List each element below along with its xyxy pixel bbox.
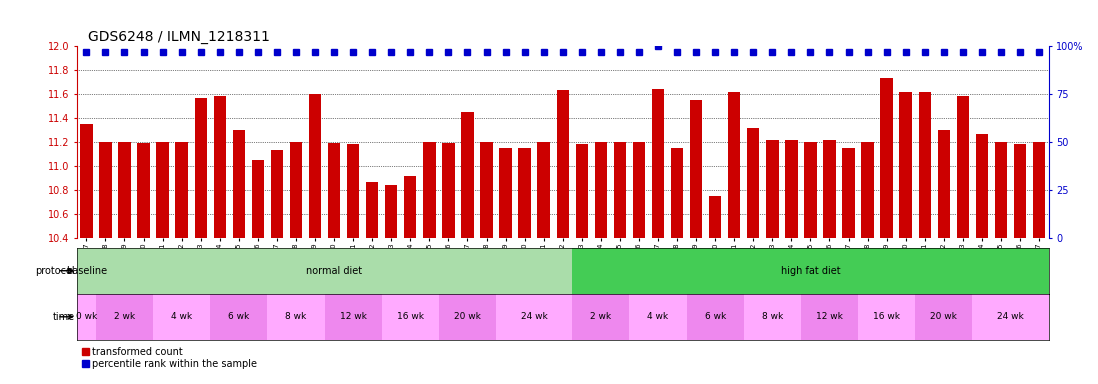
Bar (938, 130, 950, 238)
Bar (309, 94, 322, 238)
Bar (176, 142, 188, 238)
Text: 24 wk: 24 wk (520, 312, 548, 321)
Bar (629, 294, 686, 340)
Bar (461, 112, 473, 238)
Bar (557, 91, 569, 238)
Bar (728, 92, 740, 238)
Bar (1013, 144, 1027, 238)
Text: 20 wk: 20 wk (930, 312, 957, 321)
Text: 6 wk: 6 wk (705, 312, 726, 321)
Bar (862, 142, 874, 238)
Bar (214, 96, 226, 238)
Bar (804, 142, 817, 238)
Bar (652, 89, 664, 238)
Bar (575, 144, 587, 238)
Text: 0 wk: 0 wk (76, 312, 97, 321)
Bar (686, 294, 743, 340)
Bar (77, 248, 96, 294)
Bar (824, 140, 836, 238)
Bar (518, 148, 530, 238)
Text: 24 wk: 24 wk (997, 312, 1023, 321)
Bar (956, 96, 970, 238)
Text: 16 wk: 16 wk (396, 312, 424, 321)
Bar (785, 140, 797, 238)
Bar (366, 182, 379, 238)
Text: 4 wk: 4 wk (171, 312, 192, 321)
Bar (496, 294, 572, 340)
Bar (442, 143, 455, 238)
Bar (347, 144, 359, 238)
Bar (404, 176, 416, 238)
Bar (572, 248, 1049, 294)
Bar (233, 130, 245, 238)
Text: 12 wk: 12 wk (816, 312, 843, 321)
Bar (268, 294, 325, 340)
Bar (881, 78, 893, 238)
Bar (690, 100, 703, 238)
Bar (271, 151, 283, 238)
Bar (325, 294, 382, 340)
Bar (709, 196, 721, 238)
Bar (973, 294, 1049, 340)
Bar (858, 294, 916, 340)
Bar (382, 294, 439, 340)
Text: baseline: baseline (66, 266, 107, 276)
Bar (632, 142, 646, 238)
Legend: transformed count, percentile rank within the sample: transformed count, percentile rank withi… (81, 347, 257, 369)
Bar (328, 143, 340, 238)
Bar (747, 128, 760, 238)
Bar (842, 148, 854, 238)
Bar (595, 142, 607, 238)
Bar (96, 248, 572, 294)
Bar (290, 142, 302, 238)
Text: high fat diet: high fat diet (781, 266, 840, 276)
Bar (500, 148, 512, 238)
Text: normal diet: normal diet (306, 266, 362, 276)
Bar (614, 142, 626, 238)
Text: 20 wk: 20 wk (453, 312, 481, 321)
Bar (766, 140, 778, 238)
Bar (480, 142, 493, 238)
Bar (80, 124, 92, 238)
Bar (439, 294, 496, 340)
Bar (385, 185, 397, 238)
Text: 16 wk: 16 wk (873, 312, 900, 321)
Bar (800, 294, 858, 340)
Bar (919, 92, 931, 238)
Bar (137, 143, 149, 238)
Bar (99, 142, 112, 238)
Bar (671, 148, 683, 238)
Text: 8 wk: 8 wk (762, 312, 783, 321)
Bar (251, 160, 264, 238)
Bar (976, 134, 988, 238)
Bar (899, 92, 911, 238)
Text: 6 wk: 6 wk (228, 312, 249, 321)
Bar (156, 142, 169, 238)
Text: protocol: protocol (35, 266, 75, 276)
Text: 2 wk: 2 wk (591, 312, 612, 321)
Bar (210, 294, 268, 340)
Bar (153, 294, 210, 340)
Text: 2 wk: 2 wk (114, 312, 135, 321)
Text: time: time (53, 312, 75, 322)
Bar (423, 142, 436, 238)
Bar (1033, 142, 1045, 238)
Bar (194, 98, 206, 238)
Bar (538, 142, 550, 238)
Bar (995, 142, 1007, 238)
Text: GDS6248 / ILMN_1218311: GDS6248 / ILMN_1218311 (88, 30, 270, 44)
Bar (916, 294, 973, 340)
Bar (119, 142, 131, 238)
Text: 8 wk: 8 wk (285, 312, 306, 321)
Bar (743, 294, 800, 340)
Bar (96, 294, 153, 340)
Bar (77, 294, 96, 340)
Text: 4 wk: 4 wk (648, 312, 669, 321)
Text: 12 wk: 12 wk (339, 312, 367, 321)
Bar (572, 294, 629, 340)
